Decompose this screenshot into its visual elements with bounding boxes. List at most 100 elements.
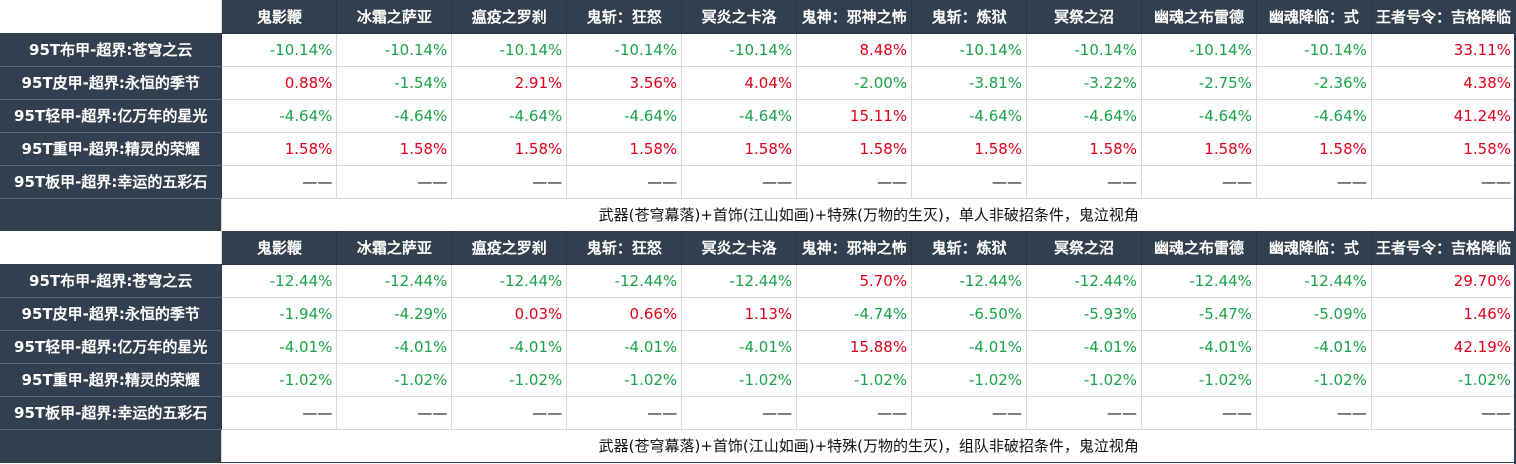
value-cell[interactable]: 29.70% xyxy=(1371,264,1516,298)
value-cell[interactable]: 0.88% xyxy=(221,66,338,100)
value-cell[interactable]: -4.64% xyxy=(1256,99,1372,133)
value-cell[interactable]: 5.70% xyxy=(796,264,913,298)
value-cell[interactable]: —— xyxy=(796,165,913,199)
value-cell[interactable]: -4.64% xyxy=(681,99,798,133)
value-cell[interactable]: -1.02% xyxy=(1256,363,1372,397)
value-cell[interactable]: -2.36% xyxy=(1256,66,1372,100)
value-cell[interactable]: -12.44% xyxy=(336,264,453,298)
value-cell[interactable]: —— xyxy=(911,396,1028,430)
value-cell[interactable]: -5.09% xyxy=(1256,297,1372,331)
value-cell[interactable]: —— xyxy=(566,396,683,430)
value-cell[interactable]: 0.66% xyxy=(566,297,683,331)
value-cell[interactable]: -1.02% xyxy=(1371,363,1516,397)
value-cell[interactable]: -1.02% xyxy=(1141,363,1257,397)
value-cell[interactable]: —— xyxy=(1256,396,1372,430)
value-cell[interactable]: -10.14% xyxy=(221,33,338,67)
value-cell[interactable]: —— xyxy=(1371,396,1516,430)
value-cell[interactable]: -12.44% xyxy=(1026,264,1142,298)
value-cell[interactable]: -1.02% xyxy=(1026,363,1142,397)
value-cell[interactable]: -10.14% xyxy=(681,33,798,67)
value-cell[interactable]: -5.93% xyxy=(1026,297,1142,331)
value-cell[interactable]: -4.74% xyxy=(796,297,913,331)
value-cell[interactable]: -1.02% xyxy=(796,363,913,397)
value-cell[interactable]: -4.01% xyxy=(1141,330,1257,364)
value-cell[interactable]: 1.58% xyxy=(221,132,338,166)
value-cell[interactable]: -12.44% xyxy=(451,264,568,298)
value-cell[interactable]: —— xyxy=(1256,165,1372,199)
value-cell[interactable]: -4.01% xyxy=(1256,330,1372,364)
value-cell[interactable]: —— xyxy=(1141,396,1257,430)
value-cell[interactable]: -4.64% xyxy=(221,99,338,133)
value-cell[interactable]: 0.03% xyxy=(451,297,568,331)
value-cell[interactable]: -1.02% xyxy=(451,363,568,397)
value-cell[interactable]: 1.58% xyxy=(1141,132,1257,166)
value-cell[interactable]: 1.58% xyxy=(566,132,683,166)
value-cell[interactable]: 41.24% xyxy=(1371,99,1516,133)
value-cell[interactable]: —— xyxy=(451,396,568,430)
value-cell[interactable]: 1.46% xyxy=(1371,297,1516,331)
value-cell[interactable]: 1.58% xyxy=(1256,132,1372,166)
value-cell[interactable]: 1.58% xyxy=(1026,132,1142,166)
value-cell[interactable]: —— xyxy=(221,165,338,199)
value-cell[interactable]: -5.47% xyxy=(1141,297,1257,331)
value-cell[interactable]: 8.48% xyxy=(796,33,913,67)
value-cell[interactable]: -4.01% xyxy=(451,330,568,364)
value-cell[interactable]: -1.02% xyxy=(221,363,338,397)
value-cell[interactable]: 1.58% xyxy=(336,132,453,166)
value-cell[interactable]: -12.44% xyxy=(911,264,1028,298)
value-cell[interactable]: —— xyxy=(681,396,798,430)
value-cell[interactable]: -12.44% xyxy=(1256,264,1372,298)
value-cell[interactable]: -3.81% xyxy=(911,66,1028,100)
value-cell[interactable]: 4.04% xyxy=(681,66,798,100)
value-cell[interactable]: -1.54% xyxy=(336,66,453,100)
value-cell[interactable]: —— xyxy=(451,165,568,199)
value-cell[interactable]: —— xyxy=(911,165,1028,199)
value-cell[interactable]: -4.01% xyxy=(1026,330,1142,364)
value-cell[interactable]: 42.19% xyxy=(1371,330,1516,364)
value-cell[interactable]: —— xyxy=(566,165,683,199)
value-cell[interactable]: —— xyxy=(1026,165,1142,199)
value-cell[interactable]: —— xyxy=(1141,165,1257,199)
value-cell[interactable]: -4.64% xyxy=(1141,99,1257,133)
value-cell[interactable]: 1.58% xyxy=(796,132,913,166)
value-cell[interactable]: -4.29% xyxy=(336,297,453,331)
value-cell[interactable]: -10.14% xyxy=(336,33,453,67)
value-cell[interactable]: -4.64% xyxy=(336,99,453,133)
value-cell[interactable]: —— xyxy=(681,165,798,199)
value-cell[interactable]: -4.01% xyxy=(911,330,1028,364)
value-cell[interactable]: -4.01% xyxy=(566,330,683,364)
value-cell[interactable]: -2.00% xyxy=(796,66,913,100)
value-cell[interactable]: -6.50% xyxy=(911,297,1028,331)
value-cell[interactable]: 1.58% xyxy=(1371,132,1516,166)
value-cell[interactable]: -10.14% xyxy=(1026,33,1142,67)
value-cell[interactable]: -2.75% xyxy=(1141,66,1257,100)
value-cell[interactable]: -12.44% xyxy=(1141,264,1257,298)
value-cell[interactable]: 1.58% xyxy=(451,132,568,166)
value-cell[interactable]: 1.58% xyxy=(681,132,798,166)
value-cell[interactable]: -10.14% xyxy=(911,33,1028,67)
value-cell[interactable]: -4.01% xyxy=(681,330,798,364)
value-cell[interactable]: -4.64% xyxy=(451,99,568,133)
value-cell[interactable]: -12.44% xyxy=(566,264,683,298)
value-cell[interactable]: -10.14% xyxy=(1256,33,1372,67)
value-cell[interactable]: -1.94% xyxy=(221,297,338,331)
value-cell[interactable]: —— xyxy=(336,165,453,199)
value-cell[interactable]: -4.64% xyxy=(911,99,1028,133)
value-cell[interactable]: —— xyxy=(1026,396,1142,430)
value-cell[interactable]: 15.11% xyxy=(796,99,913,133)
value-cell[interactable]: 1.13% xyxy=(681,297,798,331)
value-cell[interactable]: -4.64% xyxy=(1026,99,1142,133)
value-cell[interactable]: 15.88% xyxy=(796,330,913,364)
value-cell[interactable]: -4.01% xyxy=(221,330,338,364)
value-cell[interactable]: —— xyxy=(796,396,913,430)
value-cell[interactable]: -12.44% xyxy=(221,264,338,298)
value-cell[interactable]: -1.02% xyxy=(911,363,1028,397)
value-cell[interactable]: -10.14% xyxy=(451,33,568,67)
value-cell[interactable]: -4.01% xyxy=(336,330,453,364)
value-cell[interactable]: -1.02% xyxy=(566,363,683,397)
value-cell[interactable]: 2.91% xyxy=(451,66,568,100)
value-cell[interactable]: -10.14% xyxy=(566,33,683,67)
value-cell[interactable]: 4.38% xyxy=(1371,66,1516,100)
value-cell[interactable]: 1.58% xyxy=(911,132,1028,166)
value-cell[interactable]: —— xyxy=(221,396,338,430)
